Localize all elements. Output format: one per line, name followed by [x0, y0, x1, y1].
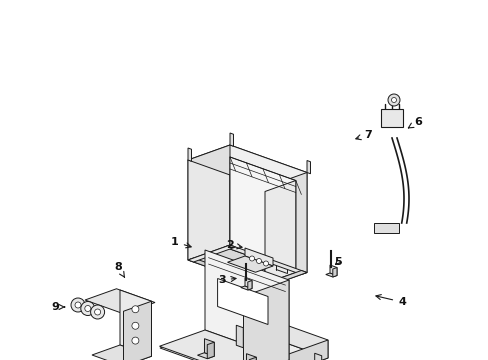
Polygon shape [264, 176, 268, 189]
Polygon shape [259, 270, 306, 288]
Text: 5: 5 [333, 257, 341, 267]
Polygon shape [264, 172, 306, 288]
Text: 8: 8 [114, 262, 124, 277]
Polygon shape [227, 256, 272, 272]
Text: 1: 1 [171, 237, 191, 248]
Circle shape [84, 306, 91, 311]
Text: 7: 7 [355, 130, 371, 140]
Polygon shape [240, 286, 251, 290]
Polygon shape [229, 157, 295, 273]
Polygon shape [204, 339, 214, 356]
Polygon shape [160, 323, 327, 360]
Polygon shape [314, 353, 321, 360]
Circle shape [391, 98, 396, 103]
Polygon shape [187, 160, 264, 288]
Polygon shape [244, 248, 272, 266]
Polygon shape [187, 245, 235, 262]
Polygon shape [264, 180, 295, 284]
Text: 6: 6 [407, 117, 421, 128]
FancyBboxPatch shape [373, 223, 398, 233]
Polygon shape [217, 279, 267, 324]
Text: 3: 3 [218, 275, 236, 285]
Polygon shape [92, 345, 151, 360]
Circle shape [132, 306, 139, 313]
Polygon shape [123, 301, 151, 360]
Polygon shape [236, 325, 243, 348]
Circle shape [81, 301, 95, 315]
Polygon shape [229, 145, 306, 273]
Circle shape [75, 302, 81, 308]
Polygon shape [187, 258, 270, 288]
Polygon shape [229, 305, 327, 358]
Polygon shape [187, 145, 229, 260]
Text: 2: 2 [225, 240, 242, 250]
Polygon shape [224, 245, 306, 275]
Polygon shape [197, 353, 214, 359]
Text: 9: 9 [51, 302, 64, 312]
Circle shape [71, 298, 85, 312]
Polygon shape [159, 330, 288, 360]
Polygon shape [243, 280, 288, 360]
Text: 4: 4 [375, 294, 405, 307]
Polygon shape [187, 145, 306, 188]
FancyBboxPatch shape [380, 109, 402, 127]
Circle shape [256, 258, 261, 264]
Polygon shape [329, 265, 336, 275]
Polygon shape [244, 278, 251, 288]
Polygon shape [306, 161, 310, 174]
Polygon shape [332, 267, 336, 277]
Polygon shape [120, 290, 151, 356]
Circle shape [90, 305, 104, 319]
Polygon shape [258, 340, 327, 360]
Polygon shape [229, 133, 233, 146]
Polygon shape [207, 342, 214, 359]
Circle shape [263, 261, 268, 266]
Polygon shape [246, 354, 256, 360]
Polygon shape [249, 357, 256, 360]
Polygon shape [204, 250, 288, 360]
Polygon shape [325, 273, 336, 277]
Circle shape [94, 309, 101, 315]
Polygon shape [247, 280, 251, 290]
Circle shape [132, 322, 139, 329]
Polygon shape [187, 148, 191, 161]
Circle shape [132, 337, 139, 344]
Circle shape [387, 94, 399, 106]
Circle shape [249, 256, 254, 261]
Polygon shape [85, 289, 155, 314]
